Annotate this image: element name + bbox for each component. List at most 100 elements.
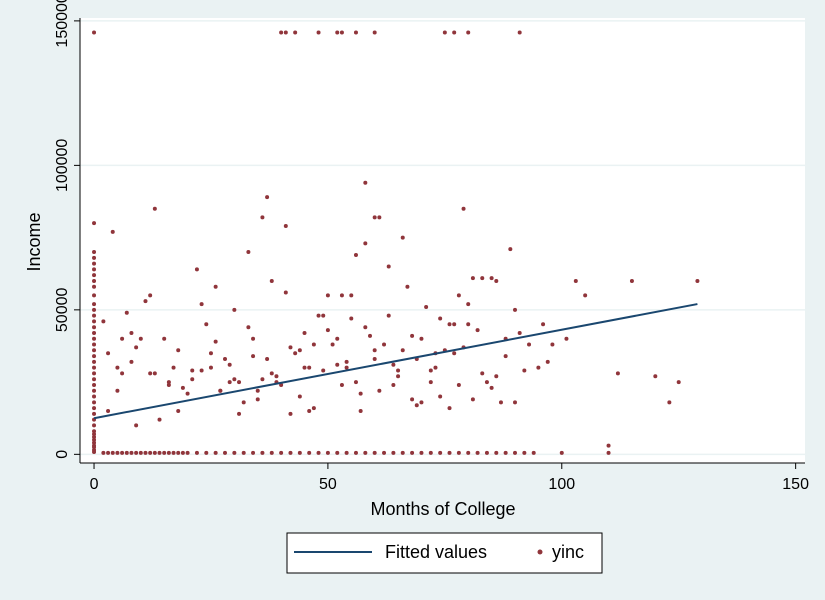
scatter-point	[339, 382, 344, 387]
data-marks	[92, 30, 700, 455]
scatter-point	[92, 423, 97, 428]
y-axis-title: Income	[24, 212, 44, 271]
x-tick-label: 0	[90, 476, 99, 493]
scatter-point	[466, 450, 471, 455]
scatter-point	[368, 333, 372, 338]
scatter-point	[115, 450, 120, 455]
scatter-point	[396, 368, 401, 373]
scatter-point	[152, 371, 157, 376]
scatter-point	[92, 348, 97, 353]
scatter-point	[269, 278, 274, 283]
x-axis-title: Months of College	[370, 499, 515, 519]
legend-yinc-dot	[537, 549, 543, 555]
scatter-point	[302, 365, 307, 370]
scatter-point	[307, 450, 312, 455]
scatter-point	[92, 377, 97, 382]
scatter-point	[466, 302, 471, 307]
scatter-point	[452, 322, 457, 327]
scatter-point	[372, 30, 377, 35]
scatter-point	[372, 348, 377, 353]
scatter-point	[92, 261, 97, 266]
scatter-point	[377, 215, 382, 220]
scatter-point	[148, 371, 153, 376]
scatter-point	[251, 354, 256, 359]
scatter-point	[213, 339, 218, 344]
scatter-point	[232, 307, 237, 312]
scatter-point	[419, 450, 424, 455]
scatter-point	[325, 328, 330, 333]
scatter-point	[288, 450, 293, 455]
scatter-point	[110, 450, 115, 455]
scatter-point	[573, 278, 578, 283]
scatter-point	[428, 380, 433, 385]
scatter-point	[311, 342, 316, 347]
scatter-point	[475, 328, 480, 333]
scatter-point	[400, 348, 405, 353]
scatter-point	[283, 224, 288, 229]
scatter-point	[134, 345, 139, 350]
scatter-point	[92, 278, 97, 283]
legend: Fitted values yinc	[286, 532, 603, 574]
scatter-point	[92, 371, 97, 376]
scatter-point	[241, 450, 246, 455]
scatter-point	[695, 278, 700, 283]
scatter-point	[494, 278, 499, 283]
scatter-point	[157, 417, 162, 422]
scatter-point	[199, 302, 204, 307]
scatter-point	[101, 319, 106, 324]
scatter-point	[363, 325, 368, 330]
scatter-point	[148, 450, 153, 455]
scatter-point	[194, 267, 199, 272]
scatter-point	[269, 371, 274, 376]
scatter-point	[522, 450, 527, 455]
scatter-point	[583, 293, 588, 298]
scatter-point	[382, 342, 387, 347]
scatter-point	[424, 304, 429, 309]
scatter-point	[676, 380, 681, 385]
scatter-point	[138, 450, 143, 455]
scatter-point	[339, 293, 344, 298]
scatter-point	[335, 30, 340, 35]
scatter-point	[349, 316, 354, 321]
scatter-point	[279, 30, 284, 35]
scatter-point	[517, 30, 522, 35]
scatter-point	[470, 397, 475, 402]
scatter-point	[92, 432, 97, 437]
scatter-point	[353, 30, 358, 35]
scatter-point	[325, 293, 330, 298]
scatter-point	[391, 450, 396, 455]
scatter-point	[438, 450, 443, 455]
scatter-point	[414, 403, 419, 408]
scatter-point	[667, 400, 672, 405]
scatter-point	[489, 385, 494, 390]
scatter-point	[260, 450, 265, 455]
scatter-point	[283, 290, 288, 295]
scatter-point	[223, 356, 227, 361]
scatter-point	[166, 382, 171, 387]
scatter-point	[213, 284, 218, 289]
scatter-point	[442, 30, 447, 35]
scatter-point	[92, 394, 97, 399]
scatter-point	[92, 354, 97, 359]
scatter-point	[513, 450, 517, 455]
scatter-point	[386, 313, 391, 318]
scatter-point	[484, 380, 489, 385]
scatter-point	[536, 365, 541, 370]
y-tick-label: 0	[54, 450, 71, 459]
scatter-point	[92, 440, 97, 445]
scatter-point	[484, 450, 489, 455]
scatter-point	[92, 267, 97, 272]
scatter-point	[353, 450, 358, 455]
fitted-line	[93, 303, 698, 420]
scatter-point	[171, 450, 176, 455]
scatter-point	[176, 408, 181, 413]
scatter-point	[288, 411, 293, 416]
x-tick-label: 100	[548, 476, 575, 493]
y-tick-label: 150000	[54, 0, 71, 48]
scatter-point	[456, 293, 461, 298]
scatter-point	[237, 380, 242, 385]
scatter-point	[92, 302, 97, 307]
scatter-point	[456, 382, 461, 387]
scatter-point	[162, 450, 167, 455]
scatter-point	[480, 276, 485, 281]
